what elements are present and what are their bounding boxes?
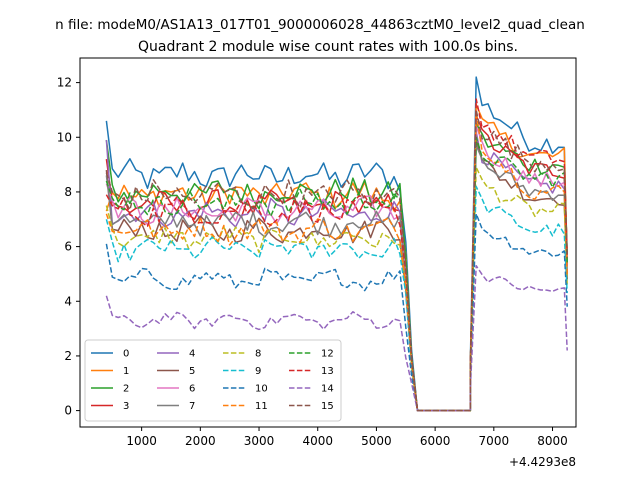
x-tick-label: 2000 (185, 434, 216, 448)
series-line-4 (105, 131, 568, 412)
legend-label-15: 15 (321, 401, 334, 412)
legend-label-9: 9 (255, 366, 261, 377)
legend-label-3: 3 (123, 401, 129, 412)
series-line-7 (105, 144, 568, 412)
x-axis: 1000 2000 3000 4000 5000 6000 7000 8000 (126, 427, 568, 448)
x-tick-label: 7000 (479, 434, 510, 448)
x-tick-label: 8000 (537, 434, 568, 448)
legend-label-7: 7 (189, 401, 195, 412)
legend-label-1: 1 (123, 366, 129, 377)
series-line-11 (105, 111, 568, 412)
legend-label-14: 14 (321, 384, 334, 395)
x-tick-label: 5000 (361, 434, 392, 448)
y-tick-label: 4 (64, 294, 72, 308)
y-tick-label: 10 (57, 130, 72, 144)
legend-label-8: 8 (255, 349, 261, 360)
series-line-13 (105, 98, 568, 412)
chart-title: Quadrant 2 module wise count rates with … (138, 39, 518, 55)
legend-box (84, 339, 342, 422)
series-line-10 (105, 213, 568, 412)
series-line-5 (105, 139, 568, 412)
x-tick-label: 4000 (302, 434, 333, 448)
legend-label-12: 12 (321, 349, 334, 360)
y-tick-label: 0 (64, 404, 72, 418)
y-tick-label: 12 (57, 76, 72, 90)
y-axis: 0 2 4 6 8 10 12 (57, 76, 80, 418)
series-line-14 (105, 264, 568, 412)
legend-label-10: 10 (255, 384, 268, 395)
series-line-15 (105, 109, 568, 412)
series-line-0 (105, 76, 568, 412)
figure-suptitle: n file: modeM0/AS1A13_017T01_9000006028_… (55, 17, 585, 33)
legend-label-11: 11 (255, 401, 268, 412)
x-tick-label: 1000 (126, 434, 157, 448)
series-line-12 (105, 136, 568, 412)
legend-label-6: 6 (189, 384, 195, 395)
x-tick-label: 3000 (244, 434, 275, 448)
legend-label-13: 13 (321, 366, 334, 377)
legend-label-4: 4 (189, 349, 195, 360)
x-offset-label: +4.4293e8 (509, 455, 576, 469)
series-layer (105, 76, 568, 412)
series-line-8 (105, 166, 568, 412)
axes-frame (79, 57, 577, 428)
legend-label-2: 2 (123, 384, 129, 395)
y-tick-label: 6 (64, 240, 72, 254)
legend-label-0: 0 (123, 349, 129, 360)
y-tick-label: 2 (64, 349, 72, 363)
y-tick-label: 8 (64, 185, 72, 199)
x-tick-label: 6000 (420, 434, 451, 448)
series-line-9 (105, 185, 568, 412)
series-line-1 (105, 103, 568, 412)
legend-label-5: 5 (189, 366, 195, 377)
